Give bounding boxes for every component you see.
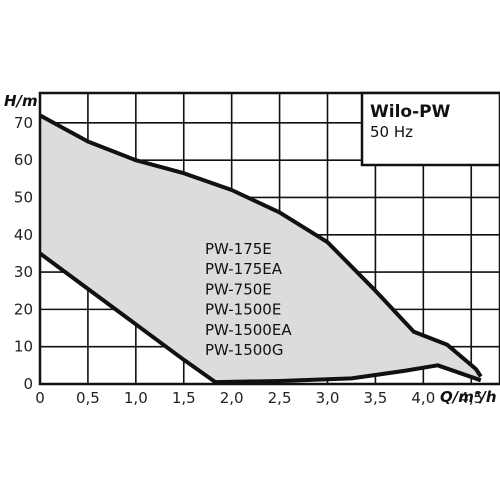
plot-frame [38, 91, 500, 386]
y-tick-label: 30 [14, 263, 33, 281]
series-label: PW-1500G [205, 341, 283, 359]
x-tick-label: 0,5 [76, 389, 100, 407]
lower-curve [38, 251, 482, 385]
series-label: PW-175EA [205, 260, 283, 278]
chart-title: Wilo-PW [370, 102, 451, 122]
x-axis-label: Q/m³/h [440, 388, 497, 406]
x-tick-label: 1,0 [124, 389, 148, 407]
series-label: PW-1500EA [205, 321, 292, 339]
y-tick-label: 70 [14, 114, 33, 132]
y-tick-label: 60 [14, 151, 33, 169]
series-label: PW-750E [205, 280, 272, 298]
y-axis-label: H/m [4, 92, 38, 110]
performance-envelope [40, 115, 481, 383]
x-tick-label: 1,5 [172, 389, 196, 407]
x-tick-label: 4,5 [459, 389, 483, 407]
x-tick-label: 3,5 [363, 389, 387, 407]
y-tick-labels: 0 10 20 30 40 50 60 70 [14, 114, 33, 393]
y-tick-label: 40 [14, 226, 33, 244]
title-box [360, 91, 500, 167]
x-tick-label: 3,0 [316, 389, 340, 407]
y-tick-label: 0 [23, 375, 33, 393]
y-tick-label: 20 [14, 300, 33, 318]
x-tick-label: 0 [35, 389, 45, 407]
x-tick-label: 2,5 [268, 389, 292, 407]
chart-subtitle: 50 Hz [370, 123, 413, 141]
series-label: PW-1500E [205, 301, 281, 319]
series-labels: PW-175E PW-175EA PW-750E PW-1500E PW-1500EA P… [205, 240, 292, 359]
y-tick-label: 10 [14, 338, 33, 356]
x-tick-labels: 0 0,5 1,0 1,5 2,0 2,5 3,0 3,5 4,0 4,5 [35, 389, 483, 407]
x-tick-label: 4,0 [411, 389, 435, 407]
upper-curve [39, 113, 483, 378]
y-tick-label: 50 [14, 188, 33, 206]
series-label: PW-175E [205, 240, 272, 258]
x-tick-label: 2,0 [220, 389, 244, 407]
